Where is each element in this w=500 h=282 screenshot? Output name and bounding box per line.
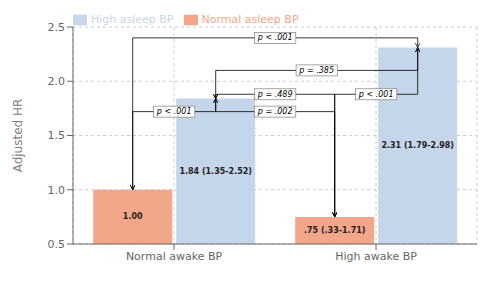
svg-text:1.00: 1.00 <box>123 212 143 221</box>
svg-text:1.5: 1.5 <box>48 129 66 142</box>
html-text:High asleep BP: High asleep BP <box>91 13 174 26</box>
svg-text:.75 (.33-1.71): .75 (.33-1.71) <box>304 226 366 235</box>
svg-text:p = .489: p = .489 <box>257 90 293 99</box>
svg-text:Normal awake BP: Normal awake BP <box>126 250 223 263</box>
svg-text:p = .002: p = .002 <box>257 107 293 116</box>
svg-text:2.5: 2.5 <box>48 21 66 34</box>
html-text:Normal asleep BP: Normal asleep BP <box>201 13 299 26</box>
svg-text:Adjusted HR: Adjusted HR <box>11 99 25 173</box>
svg-text:2.0: 2.0 <box>48 75 66 88</box>
svg-text:p < .001: p < .001 <box>257 33 293 42</box>
svg-text:1.0: 1.0 <box>48 184 66 197</box>
svg-text:p < .001: p < .001 <box>358 90 394 99</box>
svg-text:2.31 (1.79-2.98): 2.31 (1.79-2.98) <box>381 141 454 150</box>
svg-text:0.5: 0.5 <box>48 238 66 251</box>
svg-text:High awake BP: High awake BP <box>335 250 417 263</box>
svg-text:p = .385: p = .385 <box>298 66 334 75</box>
svg-text:1.84 (1.35-2.52): 1.84 (1.35-2.52) <box>179 167 252 176</box>
svg-text:p < .001: p < .001 <box>156 107 192 116</box>
